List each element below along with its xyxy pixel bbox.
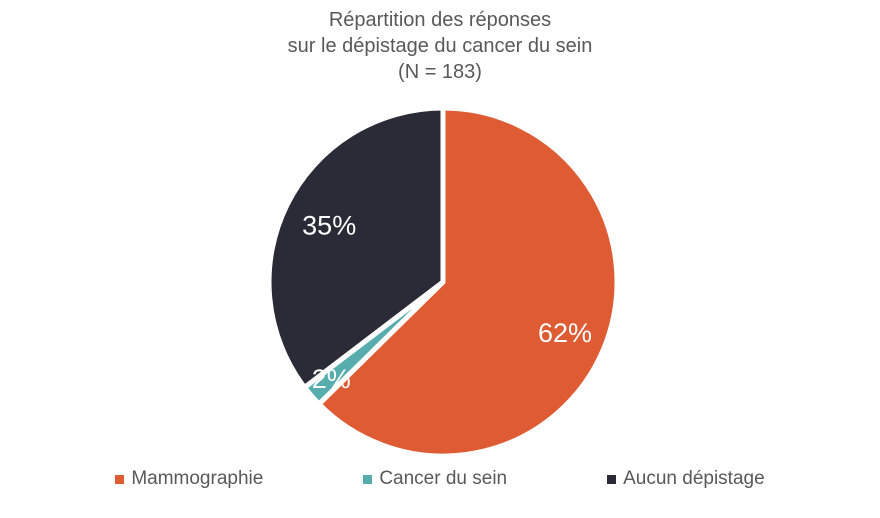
chart-title-line-1: Répartition des réponses (328, 9, 552, 31)
pie-slice-mammographie (316, 105, 620, 459)
legend-label-cancer-du-sein: Cancer du sein (379, 468, 508, 489)
chart-title-line-3: (N = 183) (398, 61, 482, 83)
legend-swatch-mammographie-icon (115, 474, 125, 484)
pie-data-label-aucun-depistage: 35% (302, 211, 356, 241)
legend-label-mammographie: Mammographie (131, 468, 264, 489)
legend-item-mammographie: Mammographie (115, 468, 263, 490)
legend-swatch-aucun-depistage-icon (607, 474, 617, 484)
legend-item-cancer-du-sein: Cancer du sein (363, 468, 507, 490)
pie-slice-aucun-depistage (266, 105, 446, 390)
legend-swatch-cancer-du-sein-icon (363, 474, 373, 484)
legend: Mammographie Cancer du sein Aucun dépist… (0, 468, 880, 490)
pie-data-label-cancer-du-sein: 2% (312, 364, 351, 394)
chart-title-line-2: sur le dépistage du cancer du sein (287, 35, 593, 57)
legend-item-aucun-depistage: Aucun dépistage (607, 468, 765, 490)
chart-title: Répartition des réponses sur le dépistag… (0, 7, 880, 85)
pie-data-label-mammographie: 62% (538, 318, 592, 348)
legend-label-aucun-depistage: Aucun dépistage (623, 468, 765, 489)
